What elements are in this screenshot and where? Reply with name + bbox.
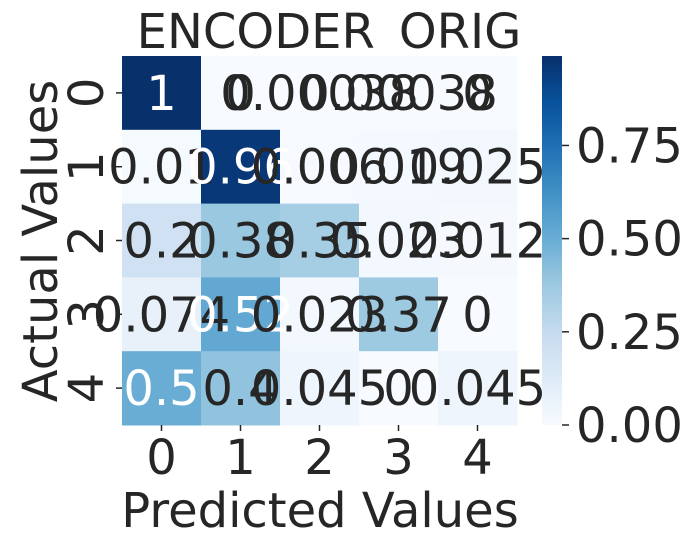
heatmap-cell bbox=[438, 56, 518, 131]
cell-annotation: 0.019 bbox=[330, 140, 467, 196]
cell-annotation: 0.37 bbox=[345, 287, 452, 343]
cell-annotation: 0 bbox=[462, 66, 493, 122]
cell-annotation: 0 bbox=[462, 287, 493, 343]
cell-annotation: 0.006 bbox=[251, 140, 388, 196]
y-axis-ticks: 0 1 2 3 4 bbox=[59, 78, 122, 404]
x-tick-label: 0 bbox=[146, 430, 177, 486]
cell-annotation: 0.2 bbox=[123, 214, 199, 270]
heatmap-cell bbox=[280, 56, 360, 131]
cell-annotation: 1 bbox=[146, 66, 177, 122]
heatmap-cell bbox=[438, 277, 518, 352]
colorbar-tick-label: 0.00 bbox=[576, 398, 683, 454]
x-tick-label: 3 bbox=[383, 430, 414, 486]
heatmap-cells bbox=[122, 56, 518, 426]
cell-annotation: 0.52 bbox=[187, 287, 294, 343]
heatmap-cell bbox=[438, 351, 518, 426]
colorbar bbox=[542, 56, 562, 425]
heatmap-cell bbox=[122, 277, 202, 352]
y-axis-label: Actual Values bbox=[13, 80, 69, 402]
x-tick-label: 1 bbox=[225, 430, 256, 486]
colorbar-tick-label: 0.25 bbox=[576, 305, 683, 361]
heatmap-cell bbox=[201, 129, 281, 205]
y-tick-label: 2 bbox=[59, 225, 115, 256]
heatmap-cell bbox=[359, 56, 439, 131]
colorbar-tick-label: 0.50 bbox=[576, 212, 683, 268]
x-axis-label: Predicted Values bbox=[121, 483, 518, 539]
heatmap-cell bbox=[122, 129, 202, 205]
heatmap-cell bbox=[438, 203, 518, 278]
heatmap-cell bbox=[280, 203, 360, 278]
heatmap-cell bbox=[280, 277, 360, 352]
cell-annotation: 0.025 bbox=[409, 140, 546, 196]
colorbar-ticks: 0.00 0.25 0.50 0.75 bbox=[562, 118, 683, 454]
cell-annotation: 0.074 bbox=[93, 287, 230, 343]
heatmap-cell bbox=[201, 203, 281, 278]
cell-annotation: 0.5 bbox=[123, 361, 199, 417]
heatmap-cell bbox=[359, 203, 439, 278]
y-tick-label: 3 bbox=[59, 299, 115, 330]
heatmap-cell bbox=[359, 351, 439, 426]
heatmap-cell bbox=[122, 56, 202, 131]
cell-annotation: 0.045 bbox=[251, 361, 388, 417]
cell-annotation: 0.38 bbox=[187, 214, 294, 270]
x-tick-label: 2 bbox=[304, 430, 335, 486]
cell-annotation: 0.01 bbox=[108, 140, 215, 196]
heatmap-cell bbox=[201, 277, 281, 352]
x-tick-label: 4 bbox=[462, 430, 493, 486]
cell-annotation: 0.012 bbox=[409, 214, 546, 270]
cell-annotation: 0.00038 bbox=[220, 66, 419, 122]
heatmap-cell bbox=[280, 351, 360, 426]
cell-annotation: 0.35 bbox=[266, 214, 373, 270]
chart-title: ENCODER_ORIG bbox=[137, 4, 522, 60]
heatmap-cell bbox=[280, 129, 360, 205]
cell-annotation: 0.023 bbox=[251, 287, 388, 343]
cell-annotations: 1 00.000380.0003800.010.960.0060.0190.025… bbox=[93, 66, 546, 417]
cell-annotation: 0.023 bbox=[330, 214, 467, 270]
cell-annotation: 0.4 bbox=[202, 361, 278, 417]
cell-annotation: 0.00038 bbox=[299, 66, 498, 122]
cell-annotation: 0.96 bbox=[187, 140, 294, 196]
heatmap-cell bbox=[359, 277, 439, 352]
heatmap-cell bbox=[201, 56, 281, 131]
cell-annotation: 0.045 bbox=[409, 361, 546, 417]
heatmap-cell bbox=[201, 351, 281, 426]
cell-annotation: 0 bbox=[225, 66, 256, 122]
cell-annotation: 0 bbox=[383, 361, 414, 417]
colorbar-tick-label: 0.75 bbox=[576, 118, 683, 174]
y-tick-label: 0 bbox=[59, 78, 115, 109]
heatmap-cell bbox=[438, 129, 518, 205]
y-tick-label: 1 bbox=[59, 151, 115, 182]
heatmap-cell bbox=[359, 129, 439, 205]
heatmap-cell bbox=[122, 351, 202, 426]
y-tick-label: 4 bbox=[59, 373, 115, 404]
heatmap-cell bbox=[122, 203, 202, 278]
